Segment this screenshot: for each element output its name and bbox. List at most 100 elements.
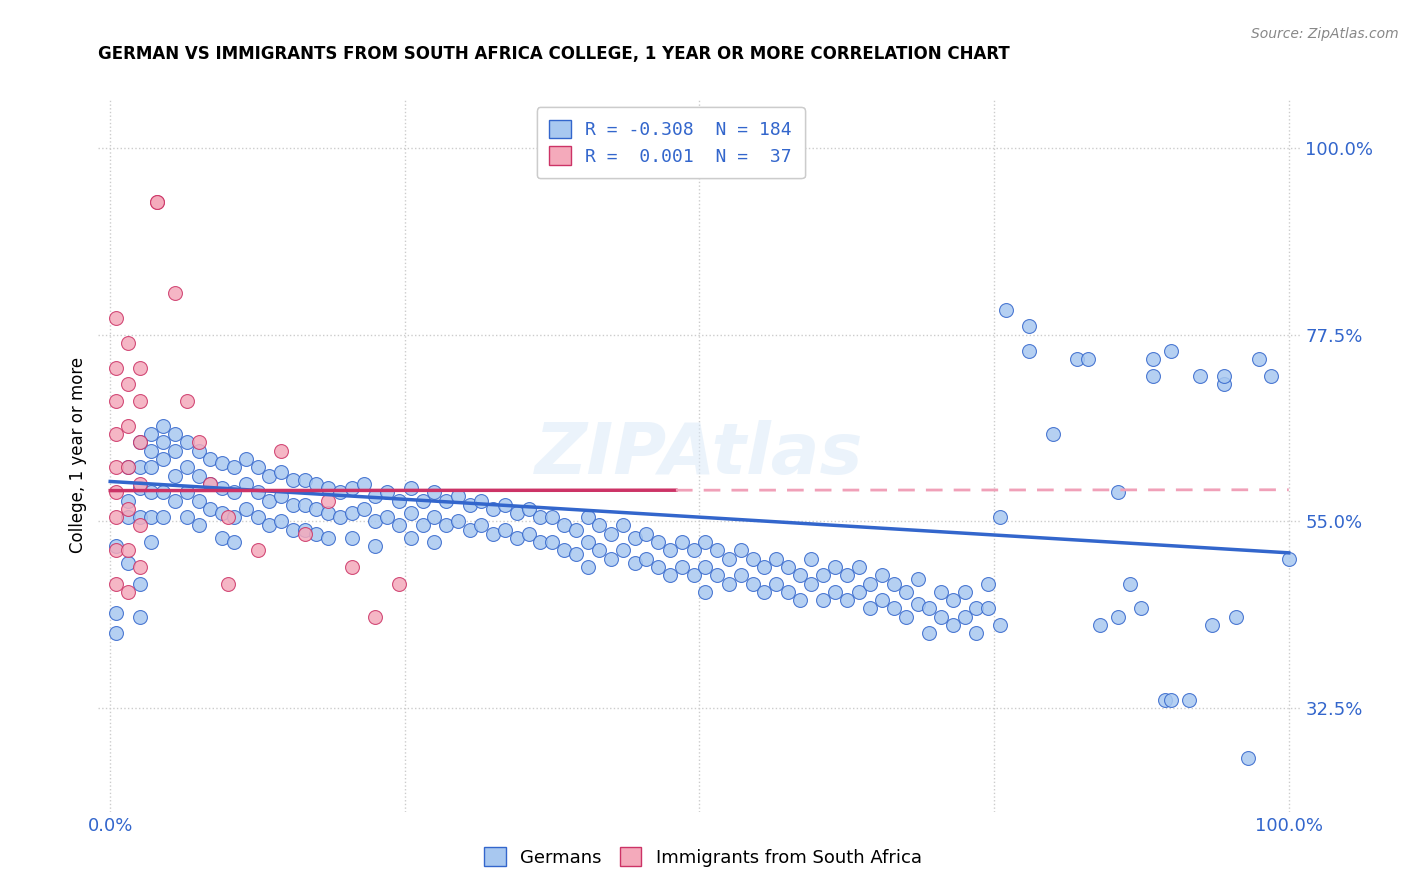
Point <box>412 493 434 508</box>
Point <box>695 560 717 574</box>
Point <box>953 609 976 624</box>
Point <box>105 539 128 553</box>
Point <box>117 556 139 570</box>
Point <box>907 597 929 611</box>
Point <box>141 485 163 500</box>
Point <box>117 460 139 475</box>
Point <box>776 584 799 599</box>
Point <box>1225 609 1247 624</box>
Point <box>458 523 481 537</box>
Point <box>200 452 222 467</box>
Point <box>1154 692 1177 706</box>
Point <box>588 543 610 558</box>
Point <box>1088 618 1111 632</box>
Point <box>222 485 245 500</box>
Point <box>1160 344 1182 359</box>
Point <box>399 506 422 520</box>
Point <box>270 465 292 479</box>
Point <box>706 568 728 582</box>
Point <box>1201 618 1223 632</box>
Point <box>399 481 422 495</box>
Point <box>364 514 387 528</box>
Point <box>848 584 870 599</box>
Point <box>217 576 239 591</box>
Point <box>977 576 1000 591</box>
Point <box>813 568 835 582</box>
Point <box>612 518 634 533</box>
Point <box>741 551 763 566</box>
Point <box>105 485 128 500</box>
Point <box>671 535 693 549</box>
Point <box>294 498 316 512</box>
Text: GERMAN VS IMMIGRANTS FROM SOUTH AFRICA COLLEGE, 1 YEAR OR MORE CORRELATION CHART: GERMAN VS IMMIGRANTS FROM SOUTH AFRICA C… <box>98 45 1010 62</box>
Point <box>730 543 752 558</box>
Point <box>517 526 540 541</box>
Point <box>235 452 257 467</box>
Point <box>988 618 1011 632</box>
Point <box>388 493 411 508</box>
Point <box>246 485 269 500</box>
Point <box>281 498 304 512</box>
Point <box>1142 369 1164 384</box>
Point <box>187 435 209 450</box>
Point <box>647 535 669 549</box>
Point <box>765 551 787 566</box>
Point <box>1213 369 1236 384</box>
Point <box>105 360 128 375</box>
Point <box>187 443 209 458</box>
Point <box>117 510 139 524</box>
Point <box>200 477 222 491</box>
Point <box>281 523 304 537</box>
Point <box>494 523 516 537</box>
Point <box>152 418 174 433</box>
Point <box>270 443 292 458</box>
Point <box>918 626 941 640</box>
Point <box>423 510 446 524</box>
Point <box>529 510 551 524</box>
Point <box>152 510 174 524</box>
Point <box>894 584 917 599</box>
Point <box>316 506 339 520</box>
Point <box>340 531 363 545</box>
Point <box>364 609 387 624</box>
Point <box>529 535 551 549</box>
Point <box>117 377 139 392</box>
Point <box>706 543 728 558</box>
Point <box>399 531 422 545</box>
Point <box>553 518 575 533</box>
Point <box>375 485 398 500</box>
Point <box>730 568 752 582</box>
Point <box>305 477 328 491</box>
Point <box>1107 609 1129 624</box>
Point <box>128 435 150 450</box>
Point <box>412 518 434 533</box>
Legend: Germans, Immigrants from South Africa: Germans, Immigrants from South Africa <box>477 840 929 874</box>
Point <box>141 443 163 458</box>
Point <box>259 518 281 533</box>
Point <box>754 584 776 599</box>
Point <box>388 576 411 591</box>
Point <box>423 485 446 500</box>
Point <box>146 194 169 209</box>
Point <box>564 523 586 537</box>
Point <box>105 394 128 409</box>
Point <box>141 427 163 442</box>
Point <box>942 618 965 632</box>
Point <box>612 543 634 558</box>
Point <box>329 485 352 500</box>
Point <box>671 560 693 574</box>
Point <box>246 510 269 524</box>
Point <box>506 531 529 545</box>
Point <box>1278 551 1301 566</box>
Point <box>222 510 245 524</box>
Point <box>765 576 787 591</box>
Point <box>105 427 128 442</box>
Point <box>994 302 1017 317</box>
Point <box>176 510 198 524</box>
Point <box>835 568 858 582</box>
Point <box>187 493 209 508</box>
Point <box>929 609 952 624</box>
Point <box>117 584 139 599</box>
Point <box>541 510 564 524</box>
Text: ZIPAtlas: ZIPAtlas <box>536 420 863 490</box>
